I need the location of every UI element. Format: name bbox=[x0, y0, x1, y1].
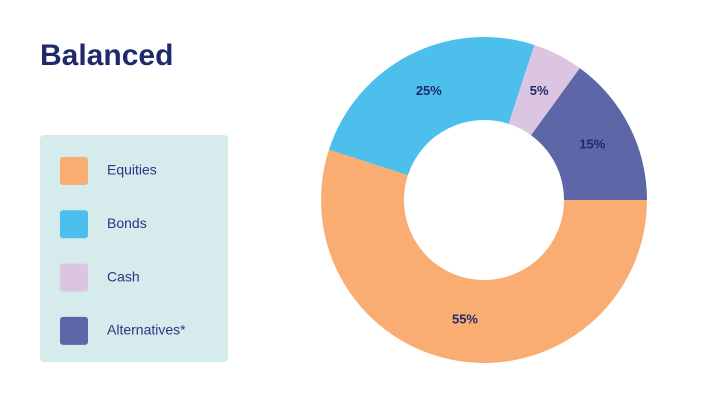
legend-box bbox=[40, 135, 228, 362]
legend-swatch bbox=[60, 316, 88, 345]
value-label: 55% bbox=[452, 311, 478, 326]
donut-slice bbox=[321, 149, 647, 363]
value-label: 25% bbox=[416, 83, 442, 98]
legend-label: Cash bbox=[107, 268, 140, 284]
donut-slice bbox=[328, 36, 535, 176]
value-label: 15% bbox=[579, 136, 605, 151]
donut-slice bbox=[508, 44, 580, 136]
legend-label: Equities bbox=[107, 162, 157, 178]
donut-slice bbox=[531, 68, 647, 201]
legend-label: Alternatives* bbox=[107, 322, 186, 338]
legend-swatch bbox=[60, 210, 88, 239]
legend-swatch bbox=[60, 157, 88, 185]
value-label: 5% bbox=[530, 83, 549, 98]
legend-swatch bbox=[60, 263, 88, 292]
chart-title: Balanced bbox=[40, 39, 173, 72]
legend-label: Bonds bbox=[107, 215, 147, 231]
